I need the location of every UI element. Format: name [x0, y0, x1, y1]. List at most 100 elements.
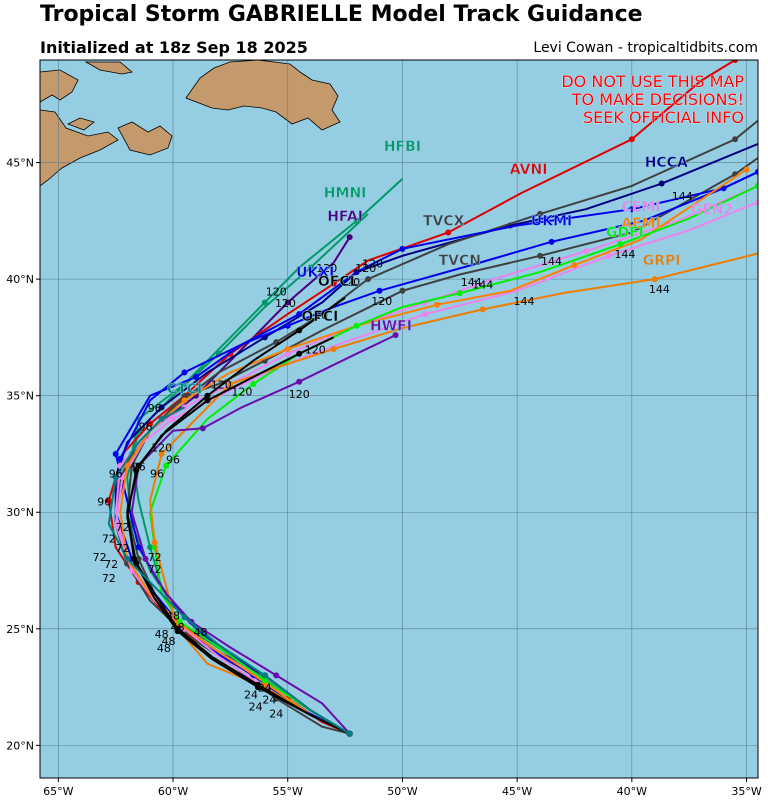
- hour-label: 144: [672, 190, 693, 203]
- lat-tick-label: 35°N: [6, 390, 34, 403]
- track-point-gen2: [170, 416, 177, 422]
- model-tracks: [105, 60, 758, 737]
- hour-label: 144: [472, 278, 493, 291]
- track-point-ofci: [133, 560, 140, 567]
- track-label-ctci: CTCI: [167, 381, 202, 397]
- hour-label: 120: [231, 386, 252, 399]
- track-point-gdfi: [353, 322, 360, 329]
- track-point-ofcl: [296, 327, 303, 334]
- track-point-aemi: [124, 462, 131, 469]
- track-grpi: [149, 252, 758, 735]
- hour-label: 120: [339, 276, 360, 289]
- track-point-avni: [445, 229, 452, 236]
- track-point-tvcx: [537, 210, 544, 217]
- track-label-cemi: CEMI: [622, 200, 661, 216]
- track-point-ctci: [181, 614, 188, 621]
- track-hwfi: [130, 334, 397, 735]
- track-point-ukmi: [112, 450, 119, 457]
- hour-label: 96: [97, 495, 111, 508]
- track-point-tvcn: [181, 392, 188, 399]
- track-point-gdfi: [617, 241, 624, 248]
- warning-text: DO NOT USE THIS MAP TO MAKE DECISIONS! S…: [561, 72, 745, 128]
- hour-label: 72: [104, 558, 118, 571]
- hour-label: 144: [541, 255, 562, 268]
- track-point-cemi: [284, 350, 291, 357]
- hour-label: 144: [461, 276, 482, 289]
- track-ukmi: [114, 170, 758, 735]
- hour-label: 48: [166, 609, 180, 622]
- hour-label: 96: [132, 460, 146, 473]
- warning-line-2: TO MAKE DECISIONS!: [571, 90, 744, 109]
- hour-label: 48: [171, 621, 185, 634]
- track-point-ofci: [174, 628, 181, 635]
- track-point-ctci: [158, 416, 165, 422]
- landmass: [39, 59, 341, 187]
- track-point-aemi: [433, 301, 440, 308]
- track-point-ukxi: [117, 455, 124, 462]
- track-gdfi: [149, 184, 758, 735]
- track-label-hmni: HMNI: [324, 186, 367, 202]
- track-point-ukxi: [755, 168, 758, 175]
- hour-label: 48: [194, 626, 208, 639]
- hour-label: 72: [102, 572, 116, 585]
- lat-tick-label: 20°N: [6, 739, 34, 752]
- track-label-avni: AVNI: [510, 162, 548, 178]
- track-point-avni: [732, 60, 739, 63]
- lon-tick-label: 60°W: [158, 785, 188, 798]
- hour-label: 72: [93, 551, 107, 564]
- hour-label: 72: [102, 533, 116, 546]
- track-point-hwfi: [273, 672, 280, 679]
- hour-label: 96: [148, 402, 162, 415]
- track-label-hwfi: HWFI: [370, 318, 412, 334]
- track-point-ukmi: [192, 374, 199, 381]
- hour-label: 24: [262, 693, 276, 706]
- lat-tick-label: 40°N: [6, 273, 34, 286]
- track-point-ukxi: [399, 245, 406, 252]
- track-point-tvcn: [399, 287, 406, 294]
- track-point-tvcx: [365, 276, 372, 283]
- track-label-tvcn: TVCN: [439, 253, 481, 269]
- model-labels: HFBI HMNI HFAI AVNI HCCA TVCX TVCN UKMI UKXI CEMI…: [167, 139, 734, 398]
- track-point-hwfi: [296, 378, 303, 385]
- track-point-aemi: [181, 397, 188, 404]
- track-point-ofcl: [204, 392, 211, 399]
- nova-scotia-land: [39, 109, 119, 187]
- track-point-aemi: [284, 346, 291, 353]
- track-point-ukmi: [376, 287, 383, 294]
- hour-label: 72: [148, 551, 162, 564]
- track-point-gen2: [422, 311, 429, 318]
- pei-land: [67, 117, 95, 131]
- hour-label: 72: [116, 542, 130, 555]
- track-label-grpi: GRPI: [643, 253, 681, 269]
- lon-tick-label: 55°W: [273, 785, 303, 798]
- track-point-ukxi: [628, 206, 635, 213]
- track-point-avni: [628, 136, 635, 143]
- lon-tick-label: 40°W: [617, 785, 647, 798]
- track-point-ofci: [133, 467, 140, 474]
- hour-label: 48: [161, 635, 175, 648]
- track-label-ukmi: UKMI: [531, 214, 572, 230]
- track-point-grpi: [227, 381, 234, 388]
- track-point-grpi: [651, 276, 658, 283]
- track-ofci: [126, 336, 351, 735]
- hour-label: 96: [150, 467, 164, 480]
- track-point-ofci: [254, 684, 261, 691]
- track-point-ukmi: [548, 238, 555, 245]
- hour-label: 144: [514, 295, 535, 308]
- hour-label: 120: [151, 442, 172, 455]
- labrador-land: [84, 61, 133, 75]
- track-point-gdfi: [176, 618, 183, 625]
- track-label-hfai: HFAI: [327, 209, 363, 225]
- hour-label: 24: [258, 682, 272, 695]
- map-frame: [39, 59, 759, 779]
- track-point-aemi: [571, 262, 578, 269]
- track-label-ukxi: UKXI: [296, 265, 334, 281]
- track-point-ukmi: [135, 544, 142, 551]
- track-label-ofci: OFCI: [301, 309, 338, 325]
- track-point-ctci: [124, 555, 131, 562]
- lon-tick-label: 50°W: [387, 785, 417, 798]
- chart-subtitle: Initialized at 18z Sep 18 2025: [40, 38, 308, 57]
- track-point-ctci: [261, 672, 268, 679]
- lon-tick-label: 35°W: [731, 785, 761, 798]
